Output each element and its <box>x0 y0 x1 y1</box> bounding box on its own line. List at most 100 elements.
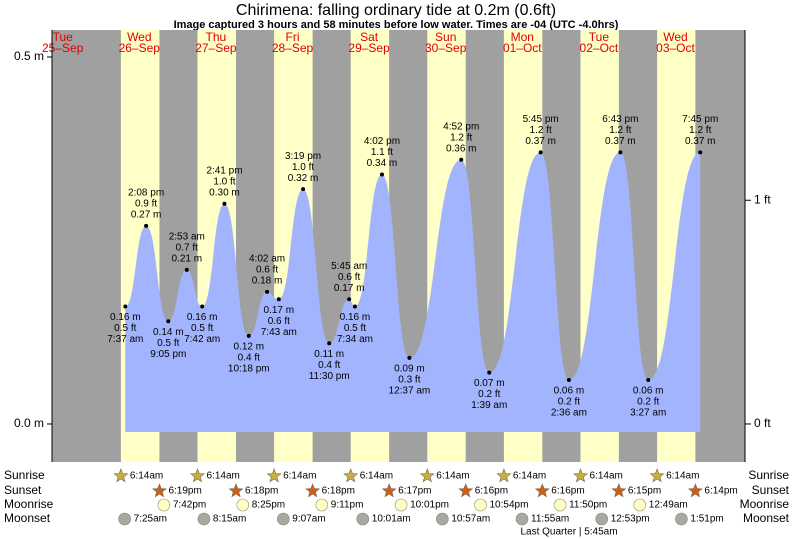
tide-point <box>327 341 332 346</box>
tide-label: 0.27 m <box>131 209 162 220</box>
sunrise-icon <box>573 468 588 483</box>
tide-label: 0.21 m <box>172 253 203 264</box>
row-label: Moonset <box>743 511 790 525</box>
sunset-icon <box>228 483 244 498</box>
tide-label: 1.2 ft <box>689 125 711 136</box>
sunrise-icon <box>190 468 205 483</box>
tide-point <box>222 201 227 206</box>
moonrise-time: 10:01pm <box>410 500 449 511</box>
sunrise-time: 6:14am <box>206 471 239 482</box>
moonrise-time: 7:42pm <box>173 500 206 511</box>
tide-label: 6:43 pm <box>602 114 638 125</box>
tide-label: 1.0 ft <box>213 176 235 187</box>
tide-label: 3:27 am <box>630 408 666 419</box>
tide-label: 2:41 pm <box>206 165 242 176</box>
tide-label: 0.14 m <box>153 327 184 338</box>
moonrise-icon <box>236 498 250 512</box>
tide-label: 5:45 pm <box>523 114 559 125</box>
moonset-time: 11:55am <box>531 514 569 525</box>
tide-point <box>566 377 571 382</box>
date-label: 02–Oct <box>580 41 619 55</box>
tide-label: 0.16 m <box>187 312 218 323</box>
tide-point <box>184 267 189 272</box>
tide-label: 1.2 ft <box>530 125 552 136</box>
moonrise-time: 9:11pm <box>331 500 364 511</box>
tide-point <box>646 377 651 382</box>
moonset-icon <box>436 512 449 526</box>
sunrise-time: 6:14am <box>589 471 622 482</box>
sunrise-time: 6:14am <box>666 471 699 482</box>
sunset-time: 6:19pm <box>168 486 201 497</box>
sunset-time: 6:14pm <box>704 486 737 497</box>
tide-point <box>379 172 384 177</box>
tide-label: 0.9 ft <box>135 198 157 209</box>
moonrise-time: 10:54pm <box>489 500 528 511</box>
tide-label: 0.07 m <box>474 378 505 389</box>
tide-label: 0.4 ft <box>318 360 340 371</box>
moon-phase: Last Quarter | 5:45am <box>520 527 617 538</box>
moonset-time: 10:01am <box>372 514 411 525</box>
day-label: Wed <box>663 30 687 44</box>
date-label: 26–Sep <box>119 41 161 55</box>
tide-point <box>144 223 149 228</box>
day-label: Tue <box>589 30 610 44</box>
moonset-icon <box>276 512 290 526</box>
tide-label: 0.36 m <box>446 143 477 154</box>
tide-label: 12:37 am <box>389 386 431 397</box>
tide-label: 4:02 am <box>249 254 285 265</box>
moonset-icon <box>595 512 609 526</box>
sunrise-icon <box>419 468 435 483</box>
tide-label: 0.37 m <box>605 136 636 147</box>
sunrise-time: 6:14am <box>130 471 163 482</box>
day-label: Sat <box>360 30 379 44</box>
sunrise-icon <box>496 468 512 483</box>
tide-point <box>352 304 357 309</box>
tide-label: 0.4 ft <box>238 353 260 364</box>
date-label: 27–Sep <box>195 41 237 55</box>
y-tick-label: 0.5 m <box>14 49 44 63</box>
tide-point <box>246 333 251 338</box>
moonrise-icon <box>474 498 487 512</box>
moonrise-icon <box>315 498 329 512</box>
date-label: 01–Oct <box>503 41 542 55</box>
tide-label: 7:34 am <box>337 334 373 345</box>
date-label: 03–Oct <box>656 41 695 55</box>
row-label: Sunrise <box>748 468 789 482</box>
tide-label: 0.6 ft <box>338 272 360 283</box>
sunset-icon <box>611 483 627 498</box>
day-label: Mon <box>511 30 534 44</box>
tide-label: 0.06 m <box>633 386 664 397</box>
tide-point <box>200 304 205 309</box>
tide-label: 0.7 ft <box>176 242 198 253</box>
tide-point <box>407 355 412 360</box>
y2-tick-label: 0 ft <box>754 416 771 430</box>
tide-label: 0.16 m <box>340 312 371 323</box>
tide-label: 11:30 pm <box>309 371 350 382</box>
date-label: 25–Sep <box>42 41 84 55</box>
moonset-time: 9:07am <box>292 514 325 525</box>
moonrise-time: 12:49am <box>649 500 688 511</box>
tide-label: 0.6 ft <box>256 265 278 276</box>
tide-label: 2:08 pm <box>128 187 164 198</box>
tide-label: 5:45 am <box>331 261 367 272</box>
y-tick-label: 0.0 m <box>14 416 44 430</box>
tide-point <box>698 150 703 155</box>
tide-label: 2:53 am <box>169 231 205 242</box>
tide-label: 0.3 ft <box>398 375 420 386</box>
moonset-icon <box>356 512 370 526</box>
tide-label: 1.0 ft <box>292 162 314 173</box>
tide-label: 1:39 am <box>471 400 507 411</box>
row-label: Moonrise <box>740 497 790 511</box>
tide-label: 7:43 am <box>261 327 297 338</box>
date-label: 30–Sep <box>425 41 467 55</box>
tide-label: 0.6 ft <box>268 316 290 327</box>
sunrise-icon <box>343 468 359 483</box>
tide-point <box>123 304 128 309</box>
tide-label: 9:05 pm <box>150 349 186 360</box>
tide-label: 2:36 am <box>551 408 587 419</box>
moonset-time: 7:25am <box>134 514 167 525</box>
tide-point <box>276 297 281 302</box>
sunrise-icon <box>266 468 282 483</box>
tide-label: 0.2 ft <box>558 397 580 408</box>
